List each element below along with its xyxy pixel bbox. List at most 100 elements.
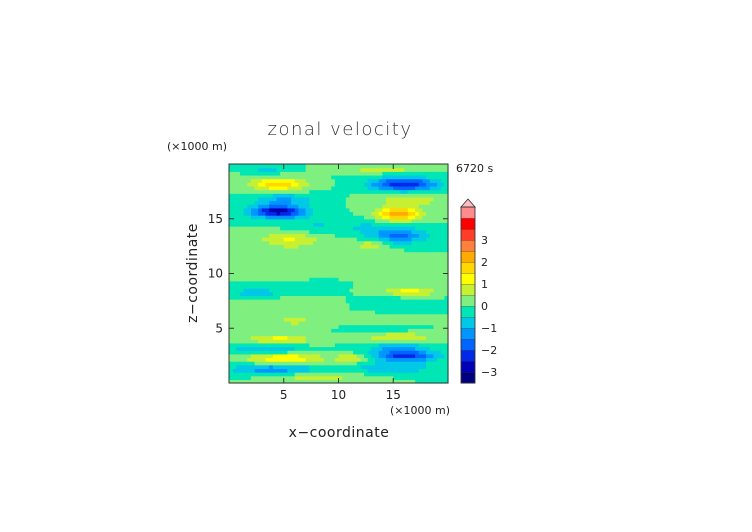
heatmap-cell: [283, 240, 288, 245]
heatmap-cell: [375, 375, 380, 380]
heatmap-cell: [418, 196, 424, 202]
heatmap-cell: [404, 313, 409, 318]
heatmap-cell: [437, 171, 442, 176]
heatmap-cell: [320, 368, 325, 373]
heatmap-cell: [440, 353, 445, 359]
heatmap-cell: [349, 361, 354, 366]
heatmap-cell: [415, 178, 420, 183]
heatmap-cell: [356, 207, 361, 213]
heatmap-cell: [360, 204, 365, 209]
heatmap-cell: [327, 164, 332, 169]
heatmap-cell: [258, 164, 263, 169]
heatmap-cell: [345, 350, 351, 355]
heatmap-cell: [338, 284, 343, 289]
heatmap-cell: [415, 320, 420, 326]
heatmap-cell: [364, 182, 369, 187]
heatmap-cell: [375, 368, 380, 373]
heatmap-cell: [382, 313, 387, 318]
heatmap-cell: [342, 350, 347, 355]
heatmap-cell: [364, 313, 369, 318]
heatmap-cell: [422, 266, 427, 271]
heatmap-cell: [385, 226, 391, 231]
heatmap-cell: [407, 229, 413, 234]
heatmap-cell: [404, 233, 409, 238]
heatmap-cell: [258, 324, 263, 329]
heatmap-cell: [400, 375, 405, 380]
heatmap-cell: [422, 251, 427, 256]
heatmap-cell: [378, 328, 383, 333]
heatmap-cell: [338, 350, 343, 355]
heatmap-cell: [396, 306, 402, 311]
heatmap-cell: [349, 196, 354, 202]
heatmap-cell: [360, 320, 365, 326]
y-tick-label: 15: [208, 212, 223, 226]
heatmap-cell: [415, 375, 420, 380]
heatmap-cell: [243, 350, 248, 355]
heatmap-cell: [229, 306, 234, 311]
heatmap-cell: [367, 277, 372, 282]
heatmap-cell: [375, 262, 380, 267]
heatmap-cell: [356, 328, 361, 333]
heatmap-cell: [320, 280, 325, 286]
heatmap-cell: [247, 185, 252, 191]
heatmap-cell: [353, 342, 358, 348]
heatmap-cell: [258, 280, 263, 286]
heatmap-cell: [320, 174, 325, 180]
heatmap-cell: [280, 255, 285, 260]
heatmap-cell: [236, 196, 241, 202]
heatmap-cell: [415, 222, 420, 227]
heatmap-cell: [338, 353, 343, 359]
heatmap-cell: [364, 342, 369, 348]
heatmap-cell: [444, 342, 449, 348]
heatmap-cell: [404, 306, 409, 311]
heatmap-cell: [298, 342, 303, 348]
heatmap-cell: [243, 364, 248, 369]
heatmap-cell: [415, 247, 420, 253]
heatmap-cell: [407, 222, 413, 227]
heatmap-cell: [356, 200, 361, 205]
heatmap-cell: [367, 361, 372, 366]
heatmap-cell: [272, 218, 278, 223]
heatmap-cell: [258, 357, 263, 362]
heatmap-cell: [236, 171, 241, 176]
heatmap-cell: [364, 251, 369, 256]
heatmap-cell: [276, 342, 281, 348]
heatmap-cell: [258, 178, 263, 183]
heatmap-cell: [444, 372, 449, 377]
heatmap-cell: [298, 196, 303, 202]
heatmap-cell: [342, 368, 347, 373]
heatmap-cell: [265, 226, 270, 231]
heatmap-cell: [360, 342, 365, 348]
heatmap-cell: [440, 324, 445, 329]
heatmap-cell: [338, 299, 343, 304]
heatmap-cell: [400, 342, 405, 348]
heatmap-cell: [334, 295, 340, 300]
heatmap-cell: [320, 167, 325, 172]
heatmap-cell: [415, 280, 420, 286]
heatmap-cell: [247, 361, 252, 366]
heatmap-cell: [229, 357, 234, 362]
heatmap-cell: [364, 200, 369, 205]
heatmap-cell: [375, 335, 380, 340]
heatmap-cell: [378, 375, 383, 380]
heatmap-cell: [258, 320, 263, 326]
heatmap-cell: [378, 193, 383, 198]
heatmap-cell: [407, 240, 413, 245]
heatmap-cell: [364, 229, 369, 234]
heatmap-cell: [349, 204, 354, 209]
heatmap-cell: [393, 218, 398, 223]
heatmap-cell: [433, 240, 438, 245]
heatmap-cell: [239, 357, 245, 362]
heatmap-cell: [283, 211, 288, 216]
heatmap-cell: [396, 328, 402, 333]
heatmap-cell: [254, 174, 259, 180]
heatmap-cell: [349, 200, 354, 205]
heatmap-cell: [342, 215, 347, 220]
heatmap-cell: [375, 364, 380, 369]
heatmap-cell: [323, 218, 329, 223]
heatmap-cell: [400, 255, 405, 260]
heatmap-cell: [320, 357, 325, 362]
heatmap-cell: [367, 196, 372, 202]
heatmap-cell: [229, 247, 234, 253]
heatmap-cell: [276, 244, 281, 249]
